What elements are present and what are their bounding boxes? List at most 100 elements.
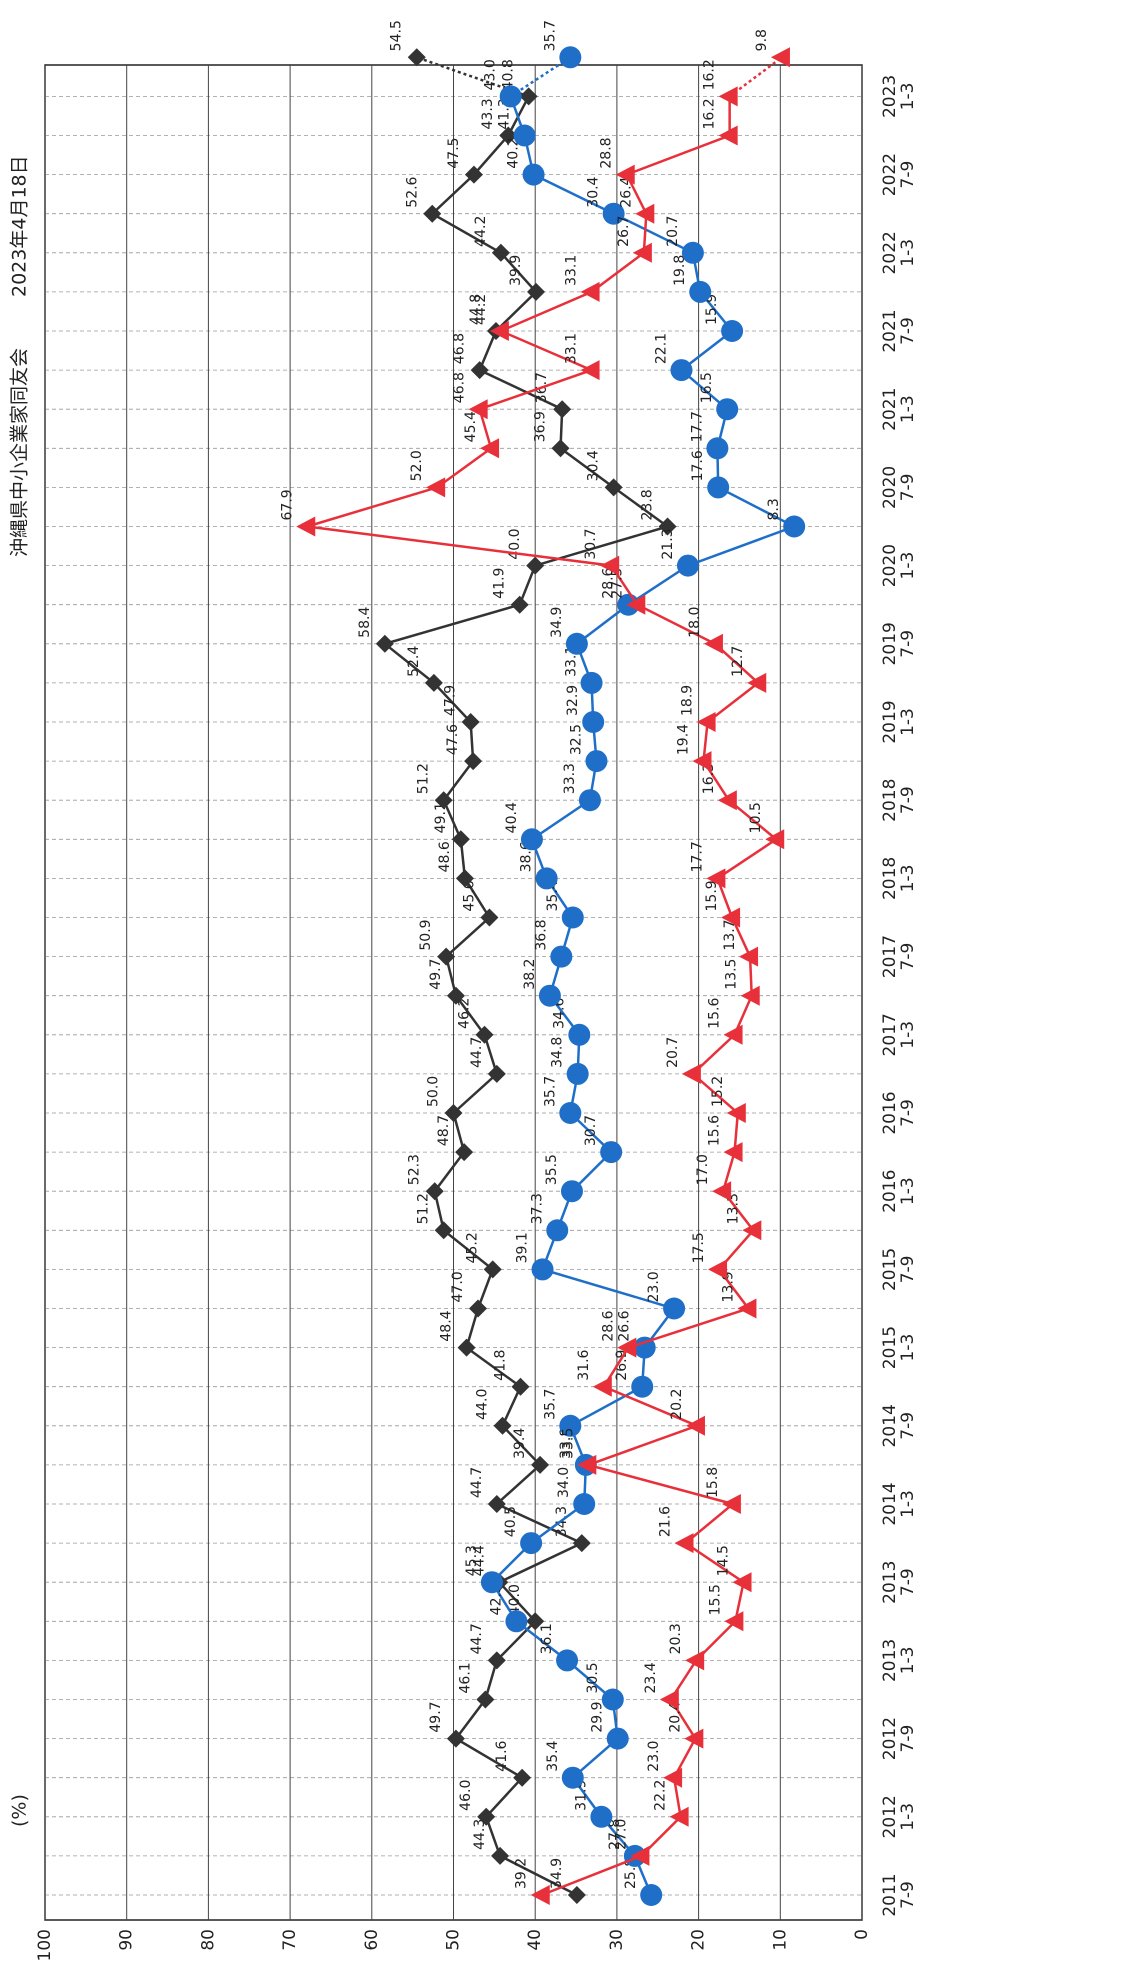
point [633,1336,656,1359]
x-tick-label-line: 7-9 [898,943,918,971]
x-tick-label-line: 2013 [880,1561,900,1604]
x-tick-label: 20127-9 [880,1717,918,1760]
point [615,164,635,185]
value-label: 34.9 [549,607,565,638]
value-label: 26.9 [614,1350,630,1381]
value-label: 33.3 [562,763,578,794]
point [470,361,489,380]
point [630,1845,650,1866]
x-tick-label-line: 2014 [880,1404,900,1447]
point [499,85,522,108]
x-tick-label: 20121-3 [880,1795,918,1838]
value-label: 34.0 [556,1467,572,1498]
value-label: 31.6 [576,1349,592,1380]
x-tick-label: 20231-3 [880,75,918,118]
point [510,595,529,614]
value-label: 58.4 [357,607,373,638]
value-label: 47.9 [443,685,459,716]
value-label: 23.8 [640,489,656,520]
point [513,124,536,147]
value-label: 30.4 [586,176,602,207]
value-label: 48.4 [439,1310,455,1341]
point [770,47,790,68]
x-tick-label: 20201-3 [880,544,918,587]
value-label: 47.6 [445,724,461,755]
value-label: 45.3 [464,1545,480,1576]
value-label: 41.9 [492,568,508,599]
x-tick-label: 20181-3 [880,857,918,900]
point [721,320,744,342]
value-label: 35.7 [542,20,558,51]
x-tick-label: 20147-9 [880,1404,918,1447]
point [566,1062,589,1085]
y-tick-label: 90 [117,1929,137,1951]
x-tick-label-line: 2015 [880,1326,900,1369]
point [580,360,600,381]
point [489,321,509,341]
x-tick-label-line: 2017 [880,1013,900,1056]
value-label: 48.6 [437,841,453,872]
value-label: 22.1 [653,333,669,364]
value-label: 29.9 [590,1701,606,1732]
point [765,829,785,850]
value-label: 30.5 [585,1662,601,1693]
point [692,751,712,772]
point [469,1299,488,1318]
value-label: 44.7 [469,1467,485,1498]
value-label: 9.8 [754,29,770,51]
x-tick-label: 20177-9 [880,935,918,978]
point [739,946,759,967]
value-label: 8.3 [766,498,782,520]
value-label: 13.9 [720,1271,736,1302]
x-tick-label-line: 2012 [880,1717,900,1760]
point [538,984,561,1007]
point [740,985,760,1006]
point [723,1024,743,1045]
point [580,281,600,302]
value-label: 40.8 [501,59,517,90]
value-label: 39.4 [512,1428,528,1459]
x-tick-label-line: 1-3 [898,395,918,423]
value-label: 19.4 [676,724,692,755]
value-label: 30.4 [586,450,602,481]
point [723,1142,743,1163]
value-label: 16.3 [701,763,717,794]
value-label: 26.6 [617,1310,633,1341]
point [527,282,546,301]
point [520,1532,543,1555]
value-label: 15.2 [710,1076,726,1107]
value-label: 20.7 [665,216,681,247]
x-tick-label: 20161-3 [880,1170,918,1213]
x-tick-label-line: 7-9 [898,786,918,814]
value-label: 34.9 [549,1858,565,1889]
value-label: 22.2 [653,1780,669,1811]
value-label: 17.6 [690,450,706,481]
point [747,672,767,693]
value-label: 28.6 [600,567,616,598]
value-label: 35.5 [544,1154,560,1185]
value-label: 15.6 [707,998,723,1029]
point [573,1493,596,1515]
y-tick-label: 50 [444,1929,464,1951]
date: 2023年4月18日 [9,155,31,297]
y-tick-label: 70 [280,1929,300,1951]
point [663,1767,683,1788]
point [499,126,518,145]
point [487,1064,506,1083]
point [659,1689,679,1710]
value-label: 23.0 [646,1741,662,1772]
point [451,830,470,849]
point [565,632,588,655]
point [520,828,543,851]
value-label: 46.0 [458,1780,474,1811]
value-label: 30.7 [583,1115,599,1146]
y-tick-label: 10 [770,1929,790,1951]
value-label: 20.7 [665,1037,681,1068]
x-tick-label-line: 7-9 [898,630,918,658]
x-tick-label-line: 2022 [880,153,900,196]
value-label: 17.7 [689,841,705,872]
value-label: 35.4 [545,1740,561,1771]
point [457,1338,476,1357]
x-tick-label-line: 2015 [880,1248,900,1291]
